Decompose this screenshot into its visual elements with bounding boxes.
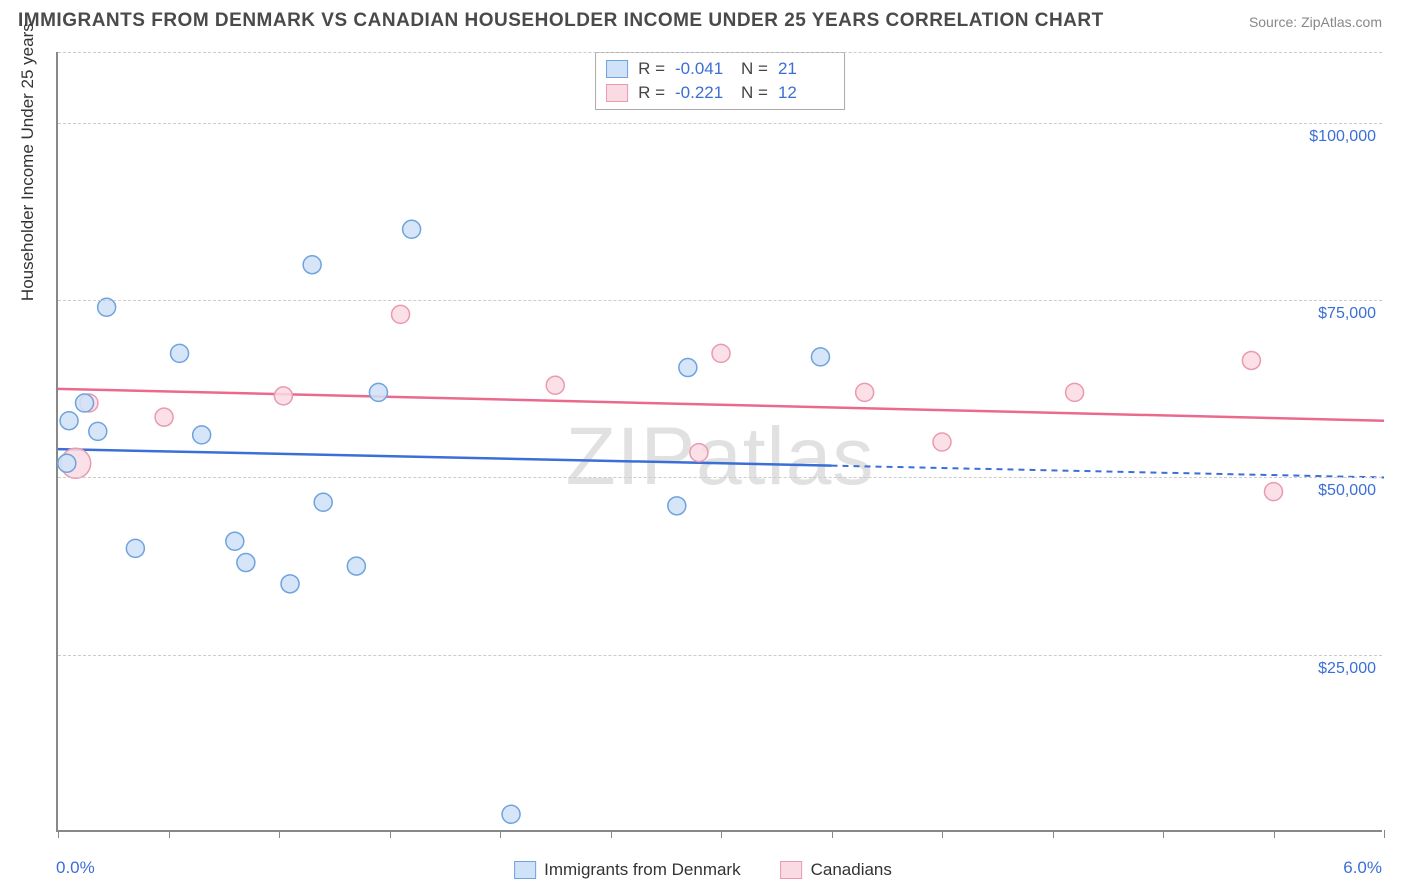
y-tick-label: $100,000: [1309, 128, 1376, 146]
gridline: [58, 52, 1382, 53]
chart-title: IMMIGRANTS FROM DENMARK VS CANADIAN HOUS…: [18, 10, 1104, 32]
swatch-blue-icon: [606, 60, 628, 78]
legend-label-blue: Immigrants from Denmark: [544, 860, 740, 880]
data-point: [856, 383, 874, 401]
data-point: [58, 454, 76, 472]
x-tick: [1163, 830, 1164, 838]
r-label: R =: [638, 59, 665, 79]
data-point: [1066, 383, 1084, 401]
data-point: [126, 539, 144, 557]
data-point: [392, 305, 410, 323]
data-point: [811, 348, 829, 366]
stats-row-pink: R = -0.221 N = 12: [606, 81, 834, 105]
data-point: [76, 394, 94, 412]
legend-label-pink: Canadians: [811, 860, 892, 880]
data-point: [690, 444, 708, 462]
x-axis-max-label: 6.0%: [1343, 858, 1382, 878]
data-point: [668, 497, 686, 515]
source-label: Source:: [1249, 14, 1301, 30]
plot-area: ZIPatlas R = -0.041 N = 21 R = -0.221 N …: [56, 52, 1382, 832]
stats-legend-box: R = -0.041 N = 21 R = -0.221 N = 12: [595, 52, 845, 110]
swatch-pink-icon: [781, 861, 803, 879]
y-tick-label: $50,000: [1318, 482, 1376, 500]
data-point: [403, 220, 421, 238]
data-point: [274, 387, 292, 405]
data-point: [155, 408, 173, 426]
data-point: [347, 557, 365, 575]
gridline: [58, 123, 1382, 124]
data-point: [281, 575, 299, 593]
source-name: ZipAtlas.com: [1301, 14, 1382, 30]
data-point: [193, 426, 211, 444]
n-value-pink: 12: [778, 83, 834, 103]
data-point: [226, 532, 244, 550]
x-tick: [1053, 830, 1054, 838]
x-tick: [721, 830, 722, 838]
r-value-blue: -0.041: [675, 59, 731, 79]
y-tick-label: $75,000: [1318, 305, 1376, 323]
trend-line-dash: [832, 466, 1385, 478]
data-point: [314, 493, 332, 511]
r-value-pink: -0.221: [675, 83, 731, 103]
data-point: [171, 344, 189, 362]
data-point: [369, 383, 387, 401]
x-tick: [1384, 830, 1385, 838]
x-tick: [500, 830, 501, 838]
x-tick: [611, 830, 612, 838]
gridline: [58, 477, 1382, 478]
source-credit: Source: ZipAtlas.com: [1249, 14, 1382, 30]
x-axis-min-label: 0.0%: [56, 858, 95, 878]
x-tick: [58, 830, 59, 838]
data-point: [60, 412, 78, 430]
x-tick: [390, 830, 391, 838]
chart-svg: [58, 52, 1382, 830]
data-point: [1265, 483, 1283, 501]
data-point: [712, 344, 730, 362]
x-tick: [942, 830, 943, 838]
gridline: [58, 300, 1382, 301]
data-point: [1242, 351, 1260, 369]
swatch-pink-icon: [606, 84, 628, 102]
n-label: N =: [741, 59, 768, 79]
x-tick: [832, 830, 833, 838]
data-point: [237, 554, 255, 572]
n-label: N =: [741, 83, 768, 103]
swatch-blue-icon: [514, 861, 536, 879]
trend-line: [58, 389, 1384, 421]
data-point: [933, 433, 951, 451]
data-point: [303, 256, 321, 274]
bottom-legend: Immigrants from Denmark Canadians: [514, 860, 892, 880]
trend-line: [58, 449, 832, 466]
data-point: [546, 376, 564, 394]
data-point: [502, 805, 520, 823]
gridline: [58, 655, 1382, 656]
legend-item-blue: Immigrants from Denmark: [514, 860, 740, 880]
legend-item-pink: Canadians: [781, 860, 892, 880]
stats-row-blue: R = -0.041 N = 21: [606, 57, 834, 81]
r-label: R =: [638, 83, 665, 103]
x-tick: [1274, 830, 1275, 838]
data-point: [679, 359, 697, 377]
n-value-blue: 21: [778, 59, 834, 79]
y-axis-label: Householder Income Under 25 years: [18, 23, 38, 301]
x-tick: [169, 830, 170, 838]
data-point: [89, 422, 107, 440]
y-tick-label: $25,000: [1318, 660, 1376, 678]
x-tick: [279, 830, 280, 838]
